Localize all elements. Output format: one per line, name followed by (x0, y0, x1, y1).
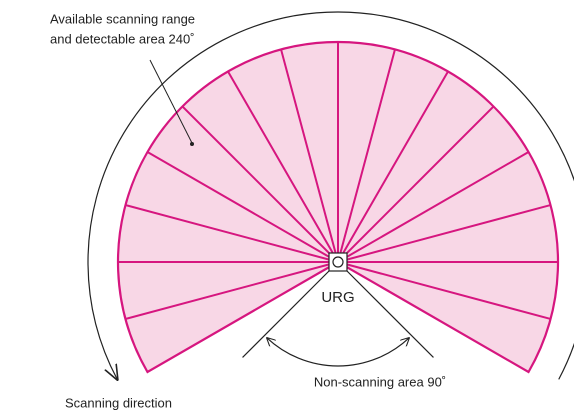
shapes (87, 11, 574, 379)
non-scan-line (242, 261, 339, 358)
spoke (337, 70, 449, 263)
non-scanning-label: Non-scanning area 90˚ (314, 374, 446, 389)
sensor-lens (332, 256, 344, 268)
spoke (337, 49, 396, 263)
range-label: Available scanning range (50, 11, 195, 26)
spoke (337, 261, 551, 320)
spoke (280, 49, 339, 263)
range-label: and detectable area 240˚ (50, 31, 195, 46)
spoke (181, 105, 339, 263)
spoke (337, 204, 551, 263)
leader-line (149, 59, 193, 144)
non-scan-arc (267, 338, 409, 367)
sensor-label: URG (321, 289, 354, 306)
spoke (337, 151, 530, 263)
spoke (227, 70, 339, 263)
direction-label: Scanning direction (65, 395, 172, 410)
direction-arc (87, 11, 574, 379)
non-scan-line (337, 261, 434, 358)
spoke (125, 204, 339, 263)
spoke (146, 151, 339, 263)
spoke (125, 261, 339, 320)
spoke (337, 105, 495, 263)
leader-dot (190, 142, 194, 146)
